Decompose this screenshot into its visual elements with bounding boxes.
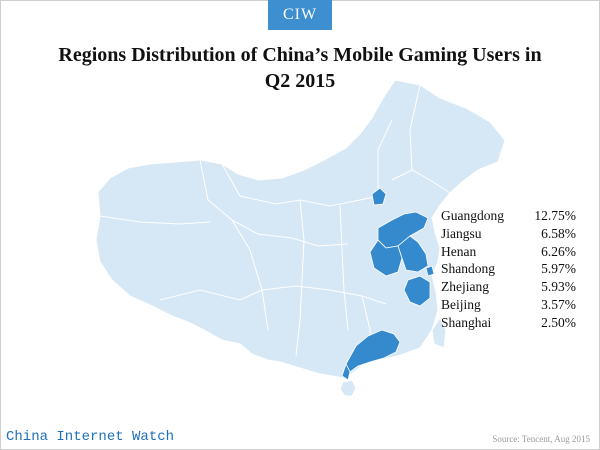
source-note: Source: Tencent, Aug 2015 (492, 434, 590, 444)
legend-row-zhejiang: Zhejiang 5.93% (441, 279, 591, 297)
taiwan-island (431, 317, 447, 349)
region-henan (369, 239, 403, 277)
legend-region: Zhejiang (441, 279, 489, 295)
china-landmass (95, 79, 506, 379)
legend-region: Beijing (441, 296, 481, 312)
legend: Guangdong 12.75% Jiangsu 6.58% Henan 6.2… (441, 208, 591, 333)
legend-value: 3.57% (541, 296, 576, 312)
legend-row-shanghai: Shanghai 2.50% (441, 315, 591, 333)
legend-region: Shandong (441, 261, 495, 277)
legend-row-henan: Henan 6.26% (441, 244, 591, 262)
map-title: Regions Distribution of China’s Mobile G… (58, 44, 542, 92)
legend-value: 6.26% (541, 243, 576, 259)
legend-value: 6.58% (541, 225, 576, 241)
legend-row-beijing: Beijing 3.57% (441, 297, 591, 315)
legend-region: Henan (441, 243, 477, 259)
region-guangdong-peninsula (341, 362, 351, 381)
ciw-badge: CIW (268, 0, 332, 30)
province-borders (99, 84, 451, 357)
legend-region: Jiangsu (441, 225, 482, 241)
legend-region: Shanghai (441, 314, 492, 330)
region-shanghai (425, 265, 435, 277)
region-beijing (371, 187, 387, 206)
legend-row-guangdong: Guangdong 12.75% (441, 208, 591, 226)
hainan-island (339, 379, 357, 397)
region-zhejiang (403, 275, 431, 307)
region-jiangsu (397, 235, 429, 273)
badge-underline (268, 30, 332, 33)
china-internet-watch-watermark: China Internet Watch (6, 429, 175, 445)
legend-value: 12.75% (534, 208, 576, 223)
legend-value: 5.97% (541, 261, 576, 277)
legend-value: 5.93% (541, 279, 576, 295)
legend-value: 2.50% (541, 314, 576, 330)
legend-row-jiangsu: Jiangsu 6.58% (441, 226, 591, 244)
legend-row-shandong: Shandong 5.97% (441, 261, 591, 279)
legend-region: Guangdong (441, 208, 504, 223)
